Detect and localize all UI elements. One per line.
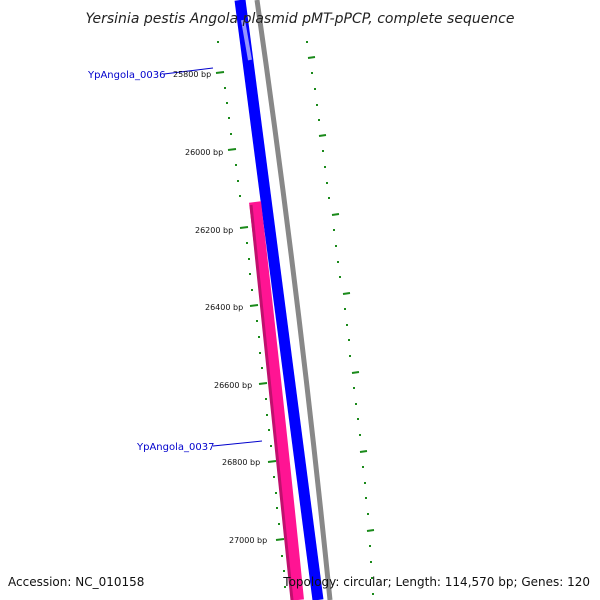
gene-label-ypangola-0036[interactable]: YpAngola_0036 — [87, 70, 165, 81]
map-title: Yersinia pestis Angola plasmid pMT-pPCP,… — [85, 11, 514, 27]
gene-forward-ypangola-0036[interactable] — [234, 0, 324, 600]
left-tick-track — [215, 41, 286, 588]
backbone-strand — [254, 0, 333, 600]
right-tick-track — [306, 41, 375, 595]
scale-label-27000: 27000 bp — [229, 536, 267, 545]
gene-label-ypangola-0037[interactable]: YpAngola_0037 — [136, 442, 214, 453]
gene-shadow — [249, 204, 294, 600]
scale-label-26000: 26000 bp — [185, 148, 223, 157]
scale-label-26600: 26600 bp — [214, 381, 252, 390]
gene-reverse-ypangola-0037[interactable] — [249, 201, 304, 600]
gene-label-leader-0037 — [212, 440, 263, 447]
scale-label-25800: 25800 bp — [173, 70, 211, 79]
sequence-summary-text: Topology: circular; Length: 114,570 bp; … — [282, 575, 590, 589]
scale-label-26400: 26400 bp — [205, 303, 243, 312]
scale-label-26800: 26800 bp — [222, 458, 260, 467]
scale-label-26200: 26200 bp — [195, 226, 233, 235]
gene-label-leader-0036 — [163, 67, 214, 75]
accession-text: Accession: NC_010158 — [8, 575, 144, 589]
gene-highlight — [241, 19, 252, 61]
